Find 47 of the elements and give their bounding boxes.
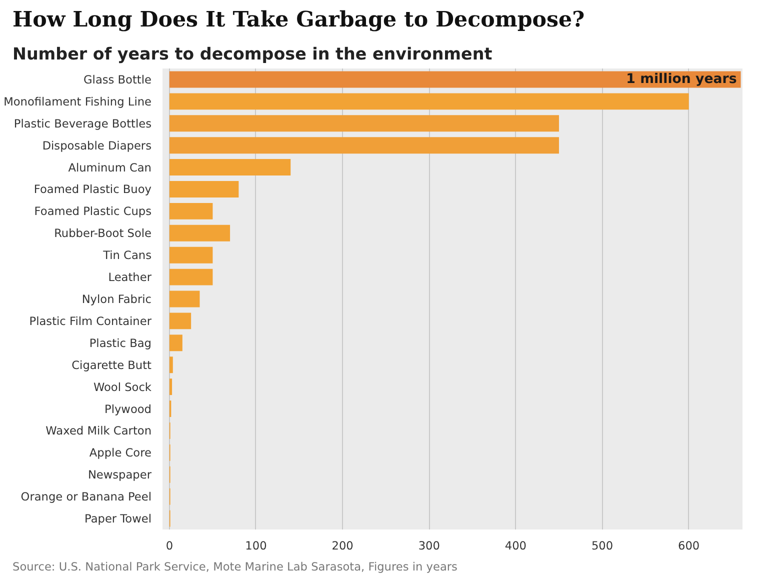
y-tick-label: Nylon Fabric — [82, 292, 152, 306]
bar — [169, 290, 200, 308]
bar — [169, 312, 192, 330]
y-tick-label: Plastic Beverage Bottles — [14, 116, 152, 130]
y-tick-label: Plywood — [104, 402, 152, 416]
y-tick-label: Leather — [108, 270, 152, 284]
y-tick-label: Newspaper — [88, 468, 152, 482]
y-tick-label: Monofilament Fishing Line — [4, 94, 152, 108]
y-tick-label: Orange or Banana Peel — [20, 490, 152, 504]
y-tick-label: Plastic Film Container — [29, 314, 152, 328]
y-tick-label: Disposable Diapers — [42, 138, 152, 152]
y-tick-label: Cigarette Butt — [72, 358, 152, 372]
y-tick-label: Paper Towel — [84, 512, 152, 526]
annotation: 1 million years — [626, 72, 737, 87]
bar — [169, 159, 291, 176]
y-tick-label: Rubber-Boot Sole — [54, 226, 152, 240]
bar — [169, 71, 741, 88]
bar — [169, 334, 182, 352]
chart-title: How Long Does It Take Garbage to Decompose? — [12, 8, 585, 32]
bar — [169, 224, 230, 242]
bar — [169, 202, 213, 220]
x-tick-label: 200 — [332, 538, 354, 552]
bar — [169, 268, 213, 286]
y-tick-label: Glass Bottle — [84, 72, 152, 86]
bar — [169, 378, 172, 396]
x-tick-label: 300 — [418, 538, 440, 552]
y-tick-label: Tin Cans — [102, 248, 152, 262]
bar — [169, 356, 173, 374]
y-tick-label: Foamed Plastic Buoy — [34, 182, 152, 196]
bar — [169, 181, 239, 198]
source-note: Source: U.S. National Park Service, Mote Marine Lab Sarasota, Figures in years — [12, 560, 458, 574]
bar — [169, 137, 559, 154]
x-tick-label: 0 — [166, 538, 174, 552]
x-tick-label: 100 — [245, 538, 267, 552]
y-tick-label: Foamed Plastic Cups — [34, 204, 152, 218]
bar — [169, 246, 213, 264]
chart-subtitle: Number of years to decompose in the environment — [12, 44, 492, 64]
x-tick-label: 600 — [678, 538, 700, 552]
y-tick-label: Wool Sock — [93, 380, 152, 394]
y-tick-label: Waxed Milk Carton — [46, 424, 152, 438]
bar — [169, 115, 559, 132]
x-tick-label: 500 — [591, 538, 614, 552]
y-tick-label: Plastic Bag — [89, 336, 152, 350]
bar — [169, 93, 689, 110]
x-tick-label: 400 — [504, 538, 527, 552]
y-tick-label: Apple Core — [89, 446, 152, 460]
y-tick-label: Aluminum Can — [68, 160, 152, 174]
